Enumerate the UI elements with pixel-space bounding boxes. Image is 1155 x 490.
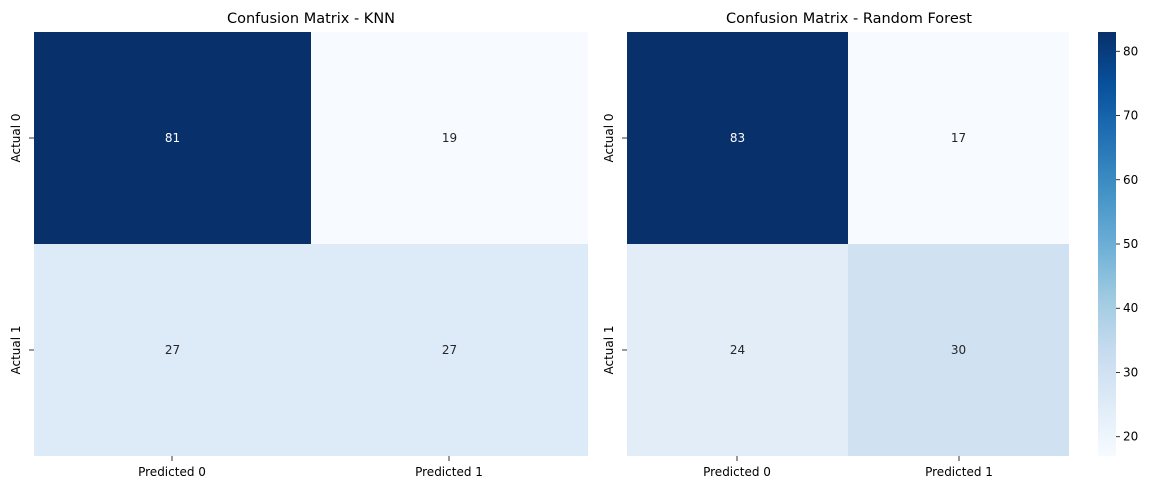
heatmap-cell <box>34 244 311 456</box>
colorbar-tick-label: 20 <box>1123 430 1138 444</box>
colorbar-ticks: 20 30 40 50 60 70 80 <box>1116 44 1138 444</box>
colorbar-gradient <box>1098 32 1116 456</box>
cell-value-label: 27 <box>165 343 180 357</box>
heatmap-cells-random-forest: 83 17 24 30 <box>627 32 1069 456</box>
cell-value-label: 19 <box>442 131 457 145</box>
colorbar-tick-label: 70 <box>1123 109 1138 123</box>
heatmap-knn: Confusion Matrix - KNN 81 19 27 27 Actual 0… <box>9 11 588 479</box>
heatmap-cell <box>34 32 311 244</box>
x-axis-random-forest: Predicted 0 Predicted 1 <box>703 456 993 479</box>
x-tick-label: Predicted 1 <box>415 465 483 479</box>
colorbar-tick-label: 50 <box>1123 237 1138 251</box>
heatmap-cell <box>848 244 1069 456</box>
cell-value-label: 83 <box>730 131 745 145</box>
heatmap-cell <box>627 32 848 244</box>
colorbar: 20 30 40 50 60 70 80 <box>1098 32 1138 456</box>
heatmap-cells-knn: 81 19 27 27 <box>34 32 588 456</box>
y-tick-label: Actual 1 <box>9 325 23 374</box>
heatmap-cell <box>627 244 848 456</box>
cell-value-label: 27 <box>442 343 457 357</box>
heatmap-cell <box>311 244 588 456</box>
x-tick-label: Predicted 0 <box>703 465 771 479</box>
y-tick-label: Actual 1 <box>602 325 616 374</box>
colorbar-tick-label: 40 <box>1123 301 1138 315</box>
y-tick-label: Actual 0 <box>9 113 23 162</box>
chart-title-random-forest: Confusion Matrix - Random Forest <box>726 11 972 27</box>
chart-title-knn: Confusion Matrix - KNN <box>227 11 395 27</box>
colorbar-tick-label: 80 <box>1123 44 1138 58</box>
heatmap-cell <box>848 32 1069 244</box>
y-tick-label: Actual 0 <box>602 113 616 162</box>
cell-value-label: 24 <box>730 343 745 357</box>
heatmap-random-forest: Confusion Matrix - Random Forest 83 17 24 3… <box>602 11 1069 479</box>
cell-value-label: 17 <box>951 131 966 145</box>
x-axis-knn: Predicted 0 Predicted 1 <box>138 456 483 479</box>
heatmap-cell <box>311 32 588 244</box>
x-tick-label: Predicted 1 <box>925 465 993 479</box>
y-axis-random-forest: Actual 0 Actual 1 <box>602 113 627 375</box>
cell-value-label: 81 <box>165 131 180 145</box>
colorbar-tick-label: 30 <box>1123 365 1138 379</box>
cell-value-label: 30 <box>951 343 966 357</box>
y-axis-knn: Actual 0 Actual 1 <box>9 113 34 375</box>
x-tick-label: Predicted 0 <box>138 465 206 479</box>
colorbar-tick-label: 60 <box>1123 173 1138 187</box>
